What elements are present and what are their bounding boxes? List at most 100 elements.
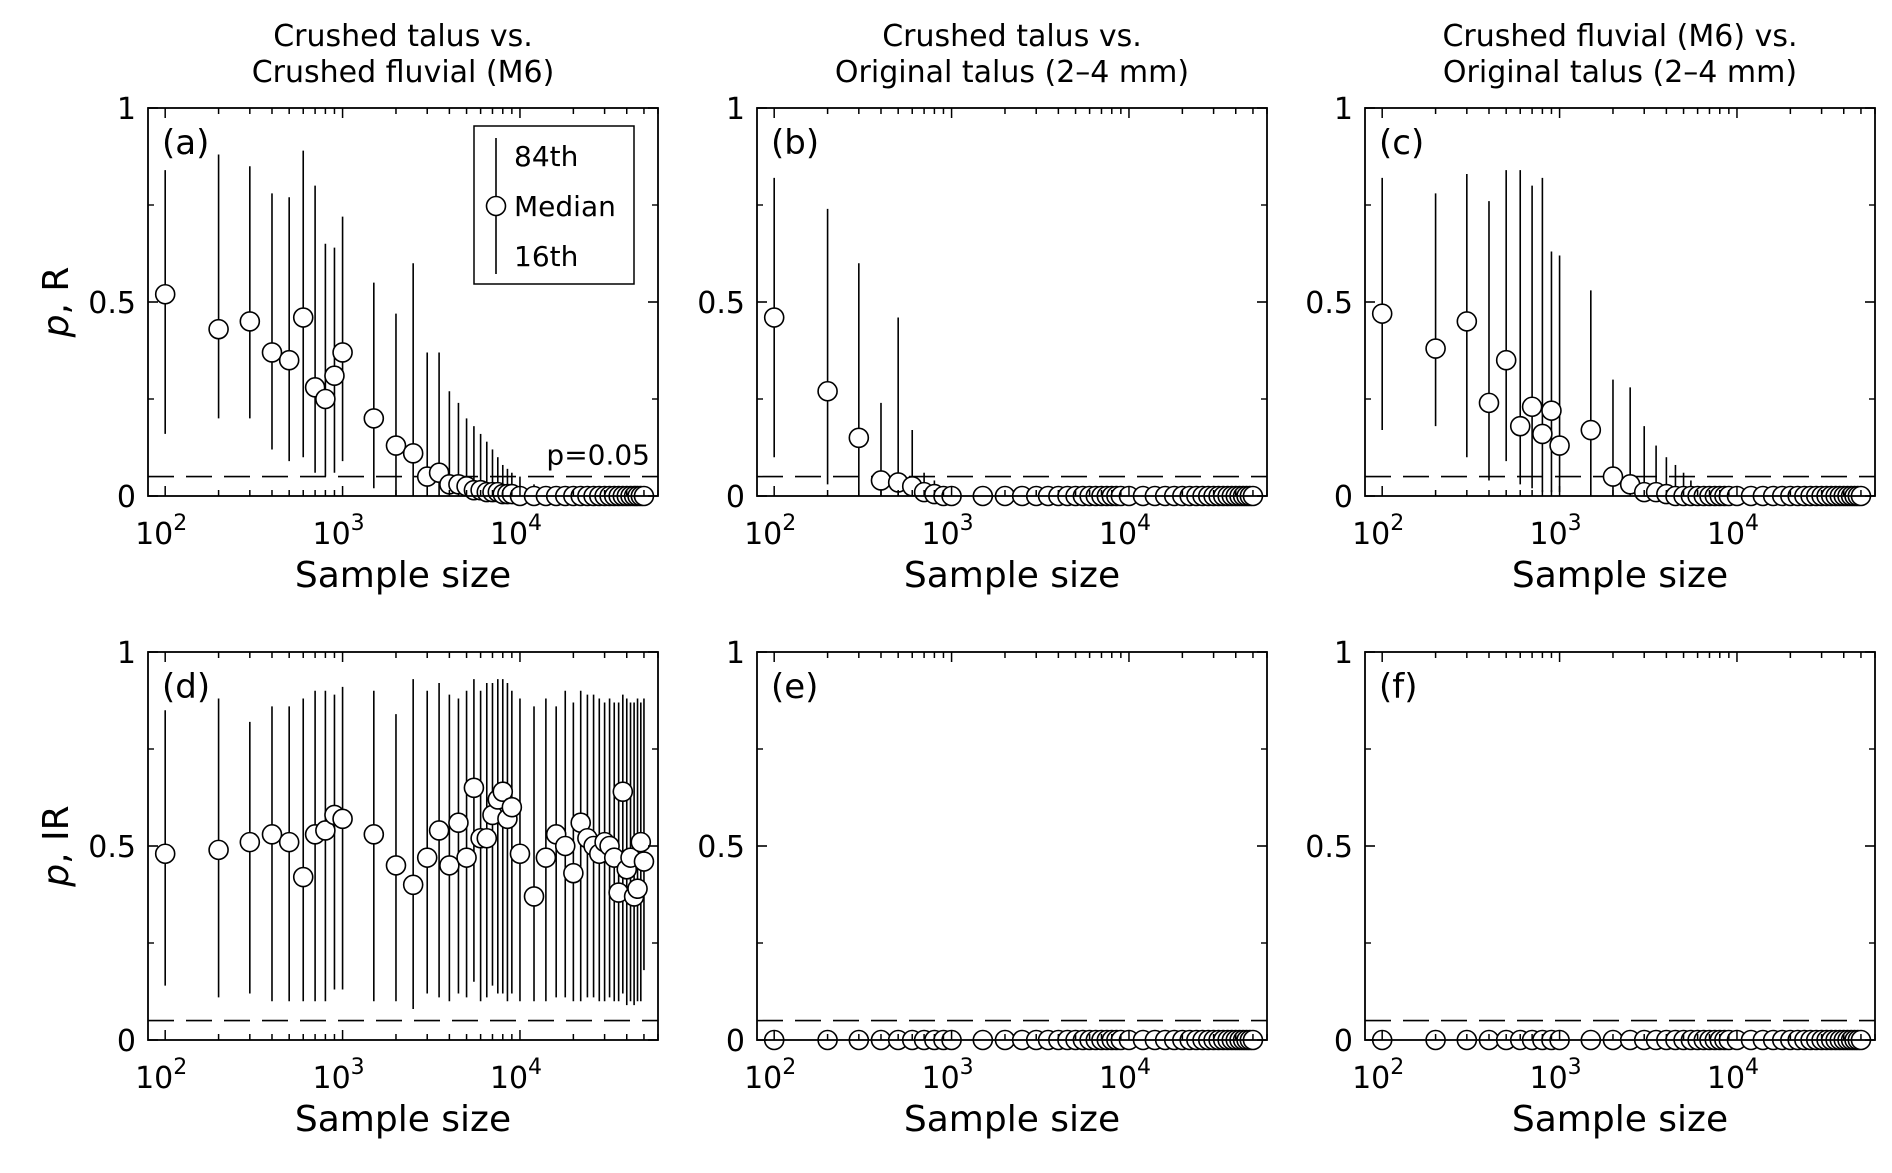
x-tick-exponent: 4 [1137, 511, 1151, 536]
x-tick-label: 104 [1707, 511, 1759, 552]
median-point [1456, 311, 1478, 332]
legend-84th-label: 84th [514, 140, 578, 173]
median-point [363, 824, 385, 845]
x-tick-base: 10 [1529, 1061, 1567, 1096]
x-tick-exponent: 3 [960, 1055, 974, 1080]
median-point [439, 855, 460, 876]
median-point [612, 781, 634, 802]
median-point [554, 835, 576, 857]
y-tick-label: 1 [117, 636, 136, 671]
threshold-label: p=0.05 [546, 439, 650, 472]
median-point [633, 851, 655, 872]
panel-title-line: Crushed fluvial (M6) [252, 55, 555, 90]
plot-frame [756, 107, 1268, 497]
median-point [463, 777, 485, 799]
chart-panel-b: Crushed talus vs.Original talus (2–4 mm)… [697, 19, 1268, 596]
x-tick-label: 104 [1707, 1055, 1759, 1096]
x-tick-label: 102 [1352, 1055, 1404, 1096]
x-tick-label: 104 [1099, 1055, 1151, 1096]
x-axis-label: Sample size [904, 1099, 1120, 1140]
y-tick-label: 0.5 [1305, 830, 1353, 865]
y-tick-label: 0 [726, 480, 745, 515]
x-tick-label: 104 [490, 1055, 542, 1096]
x-tick-label: 103 [1529, 1055, 1581, 1096]
x-tick-label: 102 [135, 1055, 187, 1096]
x-tick-exponent: 3 [351, 511, 365, 536]
median-point [154, 283, 176, 305]
median-point [239, 311, 261, 332]
y-tick-label: 0.5 [697, 830, 745, 865]
x-tick-base: 10 [1099, 517, 1137, 552]
median-point [402, 874, 424, 896]
median-point [292, 866, 314, 888]
panel-label: (b) [771, 123, 819, 163]
y-tick-label: 0.5 [1305, 286, 1353, 321]
x-tick-exponent: 2 [782, 511, 796, 536]
y-tick-label: 0 [1334, 480, 1353, 515]
y-tick-label: 1 [117, 92, 136, 127]
x-tick-base: 10 [1099, 1061, 1137, 1096]
median-point [456, 847, 477, 868]
x-tick-exponent: 4 [528, 1055, 542, 1080]
x-tick-label: 103 [1529, 511, 1581, 552]
x-tick-exponent: 2 [782, 1055, 796, 1080]
y-axis-label: p, IR [36, 805, 77, 887]
x-tick-base: 10 [1352, 1061, 1390, 1096]
x-tick-base: 10 [744, 517, 782, 552]
y-tick-label: 0.5 [88, 286, 136, 321]
x-tick-exponent: 3 [960, 511, 974, 536]
panel-label: (a) [162, 123, 209, 163]
panel-title-line: Original talus (2–4 mm) [1443, 55, 1797, 90]
median-point [1549, 435, 1570, 456]
x-tick-exponent: 2 [173, 511, 187, 536]
median-point [448, 812, 469, 834]
median-point [332, 808, 353, 830]
panel-title-line: Crushed fluvial (M6) vs. [1442, 19, 1797, 54]
y-tick-label: 0.5 [88, 830, 136, 865]
median-point [208, 318, 229, 340]
median-point [535, 847, 557, 868]
y-tick-label: 1 [726, 636, 745, 671]
x-tick-label: 102 [1352, 511, 1404, 552]
panel-label: (f) [1379, 667, 1418, 707]
y-tick-label: 0.5 [697, 286, 745, 321]
median-point [1478, 392, 1500, 414]
median-point [627, 878, 648, 899]
median-point [509, 843, 531, 865]
panel-label: (c) [1379, 123, 1424, 163]
median-point [428, 820, 450, 841]
chart-panel-a: Crushed talus vs.Crushed fluvial (M6) p=0… [36, 19, 659, 596]
plot-frame [1364, 107, 1876, 497]
x-tick-label: 104 [1099, 511, 1151, 552]
x-tick-base: 10 [744, 1061, 782, 1096]
median-point [870, 470, 892, 491]
median-point [1425, 338, 1446, 359]
panel-label: (d) [162, 667, 210, 707]
median-point [492, 781, 514, 802]
median-point [208, 839, 229, 861]
x-tick-base: 10 [135, 517, 173, 552]
panel-title-line: Original talus (2–4 mm) [835, 55, 1189, 90]
median-point [385, 435, 407, 456]
median-point [763, 307, 785, 328]
legend-median-marker [485, 195, 507, 217]
x-tick-base: 10 [312, 517, 350, 552]
median-point [1580, 419, 1602, 441]
median-point [315, 820, 336, 841]
median-point [848, 427, 870, 449]
x-axis-label: Sample size [904, 555, 1120, 596]
median-point [278, 831, 300, 853]
plot-frame [756, 651, 1268, 1041]
plot-frame [1364, 651, 1876, 1041]
chart-panel-c: Crushed fluvial (M6) vs.Original talus (… [1305, 19, 1876, 596]
x-tick-base: 10 [135, 1061, 173, 1096]
x-axis-label: Sample size [1512, 555, 1728, 596]
x-tick-exponent: 3 [351, 1055, 365, 1080]
x-tick-base: 10 [1352, 517, 1390, 552]
x-tick-label: 103 [921, 511, 973, 552]
x-tick-exponent: 3 [1568, 511, 1582, 536]
y-tick-label: 0 [726, 1024, 745, 1059]
x-tick-exponent: 4 [528, 511, 542, 536]
x-tick-label: 103 [312, 511, 364, 552]
